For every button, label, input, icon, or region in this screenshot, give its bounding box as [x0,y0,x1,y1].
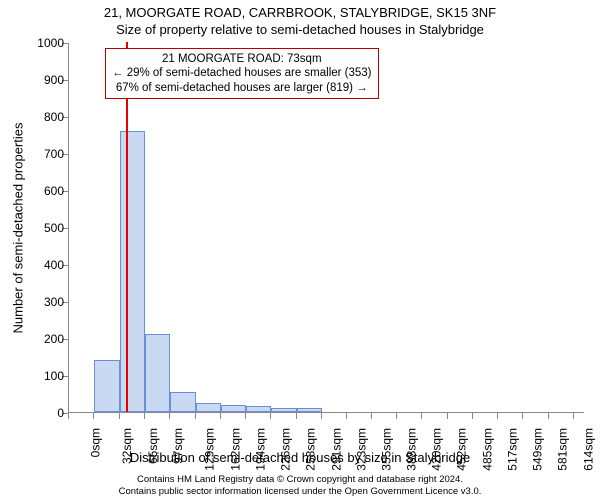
y-tick-label: 0 [24,406,64,420]
attribution-line-2: Contains public sector information licen… [119,486,482,497]
x-tick-label: 614sqm [582,428,596,471]
x-tick [296,413,297,419]
x-tick [573,413,574,419]
x-tick [522,413,523,419]
chart-title-line-2: Size of property relative to semi-detach… [0,22,600,37]
histogram-bar [196,403,221,412]
x-tick [421,413,422,419]
x-tick-label: 226sqm [278,428,292,471]
x-tick-label: 32sqm [120,428,134,464]
x-tick [447,413,448,419]
x-tick-label: 65sqm [146,428,160,464]
histogram-bar [297,408,322,412]
x-tick-label: 388sqm [405,428,419,471]
histogram-bar [94,360,120,412]
x-tick [220,413,221,419]
x-tick-label: 97sqm [171,428,185,464]
x-tick-label: 420sqm [430,428,444,471]
x-tick-label: 162sqm [228,428,242,471]
x-tick-label: 549sqm [531,428,545,471]
y-tick-label: 500 [24,221,64,235]
x-tick [472,413,473,419]
y-tick-label: 100 [24,369,64,383]
chart-title-line-1: 21, MOORGATE ROAD, CARRBROOK, STALYBRIDG… [0,5,600,20]
y-tick-label: 800 [24,110,64,124]
x-tick-label: 581sqm [556,428,570,471]
x-tick [119,413,120,419]
histogram-bar [246,406,271,412]
histogram-bar [145,334,170,412]
x-tick-label: 291sqm [329,428,343,471]
attribution-line-1: Contains HM Land Registry data © Crown c… [137,474,463,485]
histogram-bar [271,408,297,412]
x-tick [371,413,372,419]
histogram-bar [170,392,196,412]
x-tick [270,413,271,419]
x-tick [93,413,94,419]
y-tick-label: 600 [24,184,64,198]
x-tick-label: 517sqm [506,428,520,471]
x-tick-label: 0sqm [88,428,102,457]
attribution-text: Contains HM Land Registry data © Crown c… [0,474,600,497]
x-tick-label: 355sqm [379,428,393,471]
histogram-bar [120,131,145,412]
annotation-box: 21 MOORGATE ROAD: 73sqm ← 29% of semi-det… [105,48,379,99]
x-tick-label: 452sqm [455,428,469,471]
x-tick-label: 129sqm [203,428,217,471]
x-tick [396,413,397,419]
x-tick-label: 194sqm [253,428,267,471]
y-tick-label: 200 [24,332,64,346]
x-tick [245,413,246,419]
y-tick-label: 1000 [24,36,64,50]
x-tick [169,413,170,419]
y-tick-label: 700 [24,147,64,161]
x-tick [68,413,69,419]
y-tick-label: 400 [24,258,64,272]
x-tick [144,413,145,419]
x-tick-label: 258sqm [303,428,317,471]
histogram-bar [221,405,246,412]
annotation-line: 21 MOORGATE ROAD: 73sqm [162,53,322,65]
x-tick-label: 485sqm [481,428,495,471]
x-tick [321,413,322,419]
x-tick-label: 323sqm [354,428,368,471]
chart-container: { "chart": { "type": "histogram", "title… [0,0,600,500]
x-tick [548,413,549,419]
x-tick [497,413,498,419]
plot-area: 21 MOORGATE ROAD: 73sqm ← 29% of semi-det… [68,43,584,413]
x-tick [346,413,347,419]
y-tick-label: 900 [24,73,64,87]
x-tick [195,413,196,419]
annotation-line: 67% of semi-detached houses are larger (… [116,82,368,94]
annotation-line: ← 29% of semi-detached houses are smalle… [112,67,372,79]
y-tick-label: 300 [24,295,64,309]
